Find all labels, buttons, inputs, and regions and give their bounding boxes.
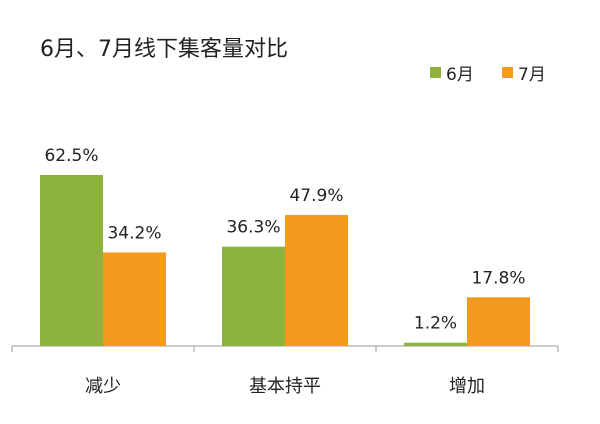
legend-swatch-7月 [502,67,513,78]
data-label-减少-6月: 62.5% [44,146,98,166]
data-label-基本持平-6月: 36.3% [226,218,280,238]
data-label-减少-7月: 34.2% [107,223,161,243]
bar-增加-7月 [467,297,530,346]
bar-增加-6月 [404,342,467,346]
tick-labels-group: 减少 基本持平 增加 [85,376,485,397]
bars-group [40,175,530,346]
data-label-增加-6月: 1.2% [414,314,457,334]
bar-减少-6月 [40,175,103,346]
data-labels-group: 62.5% 34.2% 36.3% 47.9% 1.2% 17.8% [44,146,525,334]
bar-基本持平-7月 [285,214,348,346]
data-label-增加-7月: 17.8% [471,268,525,288]
legend-swatch-6月 [430,67,441,78]
bar-基本持平-6月 [222,246,285,346]
legend-label-6月: 6月 [446,65,474,85]
legend: 6月 7月 [430,65,546,85]
x-tick-label-基本持平: 基本持平 [249,376,321,397]
x-tick-label-减少: 减少 [85,376,121,397]
legend-label-7月: 7月 [518,65,546,85]
chart-title: 6月、7月线下集客量对比 [40,37,288,62]
x-tick-label-增加: 增加 [449,376,485,397]
data-label-基本持平-7月: 47.9% [289,186,343,206]
bar-减少-7月 [103,252,166,346]
